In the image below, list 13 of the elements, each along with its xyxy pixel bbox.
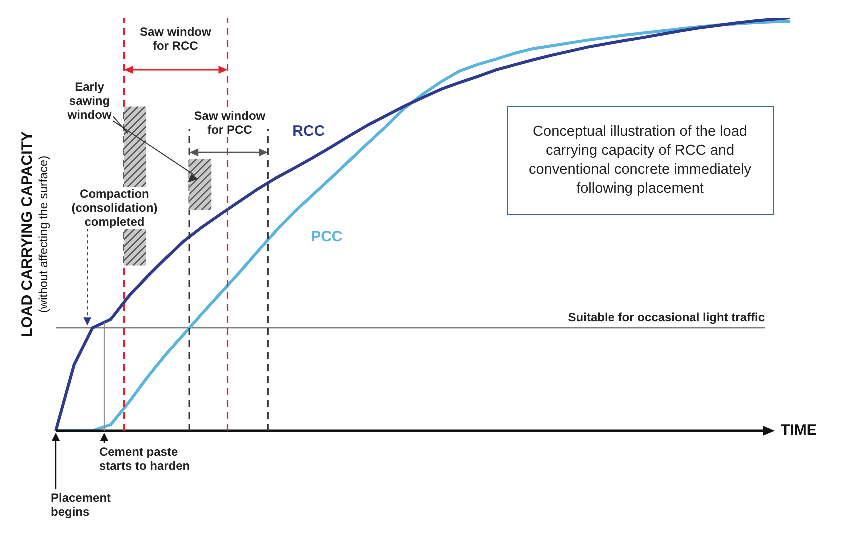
text: Placement begins [51, 491, 112, 519]
y-axis-title: LOAD CARRYING CAPACITY (without affecting the surface) [19, 132, 50, 338]
series-label: PCC [311, 228, 343, 246]
series-label: RCC [292, 123, 326, 140]
ref-line-label: Suitable for occasional light traffic [568, 310, 766, 324]
annotation: Saw window for RCC [138, 24, 212, 53]
text: Cement paste starts to harden [99, 445, 190, 473]
x-axis-title: TIME [781, 422, 817, 440]
annotation: Conceptual illustration of the load carrying capacity of RCC and conventional concrete immediately following placement [528, 122, 752, 199]
annotation: Early sawing window [66, 80, 113, 122]
annotation: Compaction (consolidation) completed [70, 186, 159, 229]
text-box: Conceptual illustration of the load carrying capacity of RCC and conventional concrete immediately following placement [506, 106, 774, 216]
annotation: Saw window for PCC [193, 109, 267, 138]
